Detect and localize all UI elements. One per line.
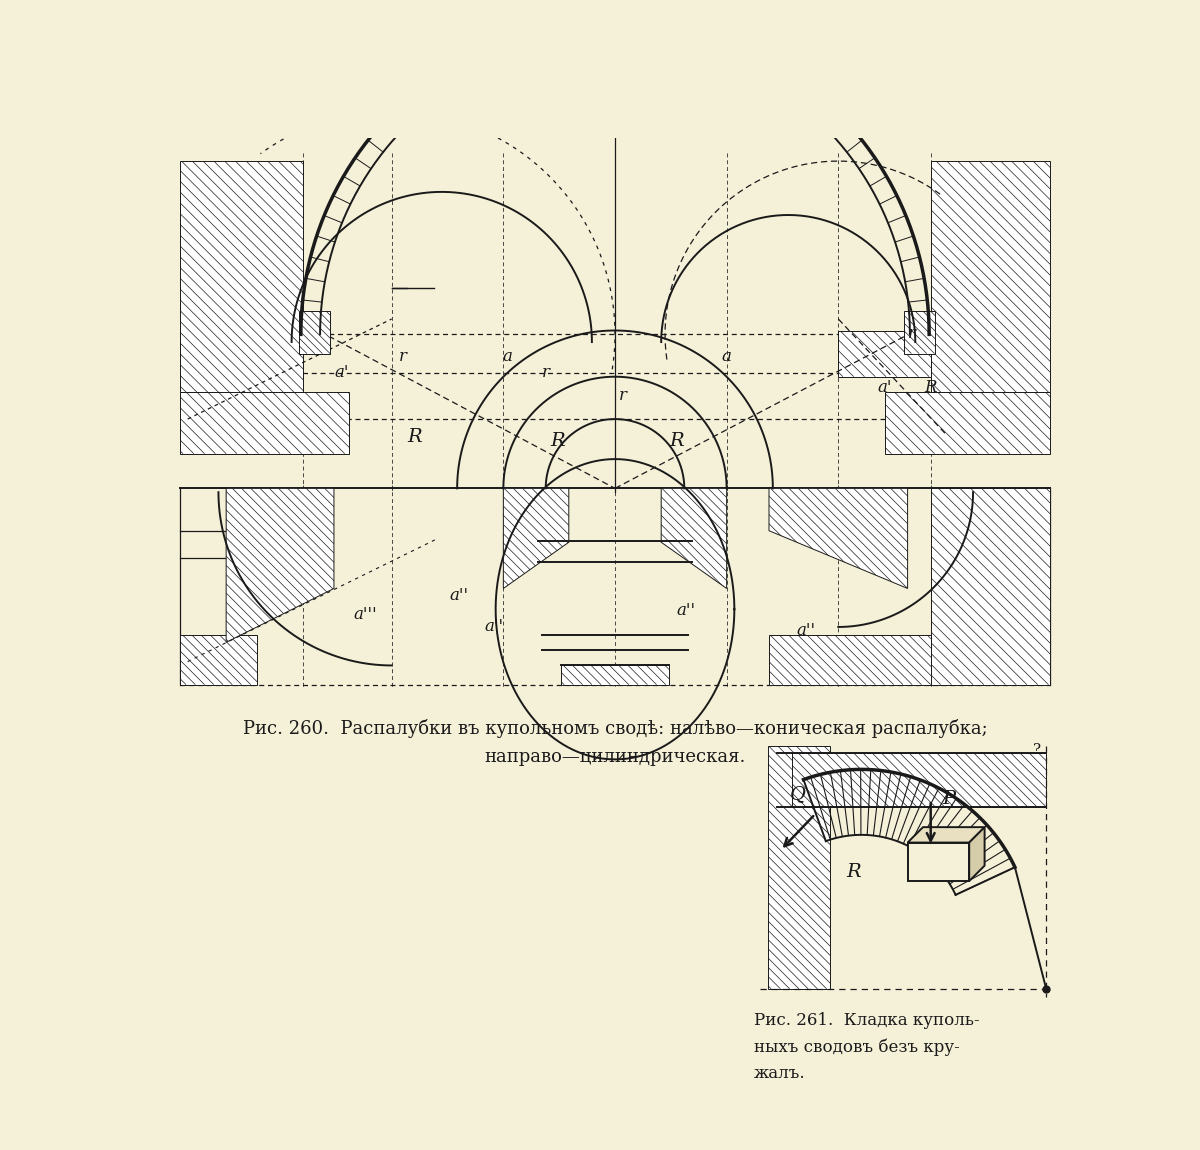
Text: a'': a'' (677, 603, 696, 620)
Text: R: R (408, 428, 422, 446)
Text: R: R (846, 864, 862, 881)
Text: a: a (503, 348, 512, 366)
Polygon shape (661, 489, 727, 589)
Polygon shape (931, 161, 1050, 392)
Polygon shape (226, 489, 334, 643)
Polygon shape (884, 392, 1050, 454)
Text: a''': a''' (353, 606, 377, 623)
Text: Q: Q (791, 784, 806, 803)
Polygon shape (503, 489, 569, 589)
Polygon shape (769, 489, 907, 589)
Polygon shape (299, 312, 330, 353)
Text: a': a' (335, 363, 349, 381)
Text: a'': a'' (484, 618, 503, 635)
Text: a: a (721, 348, 732, 366)
Text: Рис. 261.  Кладка куполь-
ныхъ сводовъ безъ кру-
жалъ.: Рис. 261. Кладка куполь- ныхъ сводовъ бе… (754, 1012, 979, 1082)
Text: r: r (400, 348, 407, 366)
Text: R: R (924, 380, 937, 396)
Polygon shape (562, 666, 668, 684)
Text: r: r (619, 386, 626, 404)
Text: r: r (907, 325, 916, 343)
Polygon shape (904, 312, 935, 353)
Text: P: P (942, 790, 955, 808)
Text: Рис. 260.  Распалубки въ купольномъ сводѣ: налѣво—коническая распалубка;
направо: Рис. 260. Распалубки въ купольномъ сводѣ… (242, 720, 988, 766)
Polygon shape (792, 752, 1046, 806)
Polygon shape (226, 489, 318, 530)
Text: a': a' (877, 380, 892, 396)
Polygon shape (180, 161, 304, 392)
Text: a'': a'' (450, 586, 468, 604)
Polygon shape (907, 827, 985, 843)
Text: ?: ? (1033, 743, 1042, 757)
Polygon shape (768, 746, 829, 989)
Bar (907, 843, 970, 881)
Text: a'': a'' (796, 622, 815, 638)
Text: R: R (550, 432, 564, 450)
Polygon shape (970, 827, 985, 881)
Polygon shape (931, 489, 1050, 684)
Polygon shape (839, 330, 931, 377)
Text: r: r (541, 363, 550, 381)
Polygon shape (180, 635, 257, 684)
Text: R: R (670, 432, 684, 450)
Polygon shape (769, 635, 931, 684)
Polygon shape (180, 392, 349, 454)
